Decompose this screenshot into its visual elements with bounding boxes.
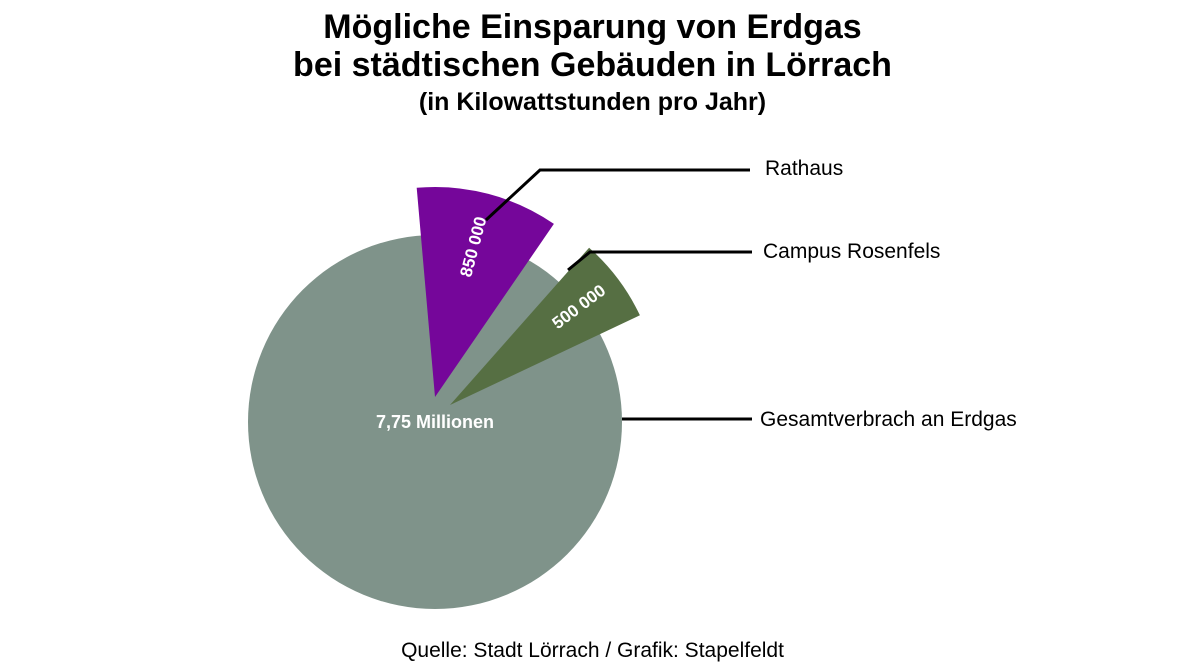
leader-line xyxy=(567,250,752,272)
slice-name-label: Campus Rosenfels xyxy=(763,240,940,263)
slice-name-label: Rathaus xyxy=(765,157,843,180)
chart-title: Mögliche Einsparung von Erdgas bei städt… xyxy=(0,8,1185,118)
source-note: Quelle: Stadt Lörrach / Grafik: Stapelfe… xyxy=(401,639,784,662)
title-line-1: Mögliche Einsparung von Erdgas xyxy=(323,8,862,46)
total-name-label: Gesamtverbrach an Erdgas xyxy=(760,408,1017,431)
chart-subtitle: (in Kilowattstunden pro Jahr) xyxy=(418,88,767,116)
title-line-2: bei städtischen Gebäuden in Lörrach xyxy=(293,46,892,84)
leader-line xyxy=(484,168,750,222)
pie-slice-campus-rosenfels xyxy=(450,247,640,405)
total-value-label: 7,75 Millionen xyxy=(376,412,494,432)
pie-slice-rathaus xyxy=(416,187,554,397)
